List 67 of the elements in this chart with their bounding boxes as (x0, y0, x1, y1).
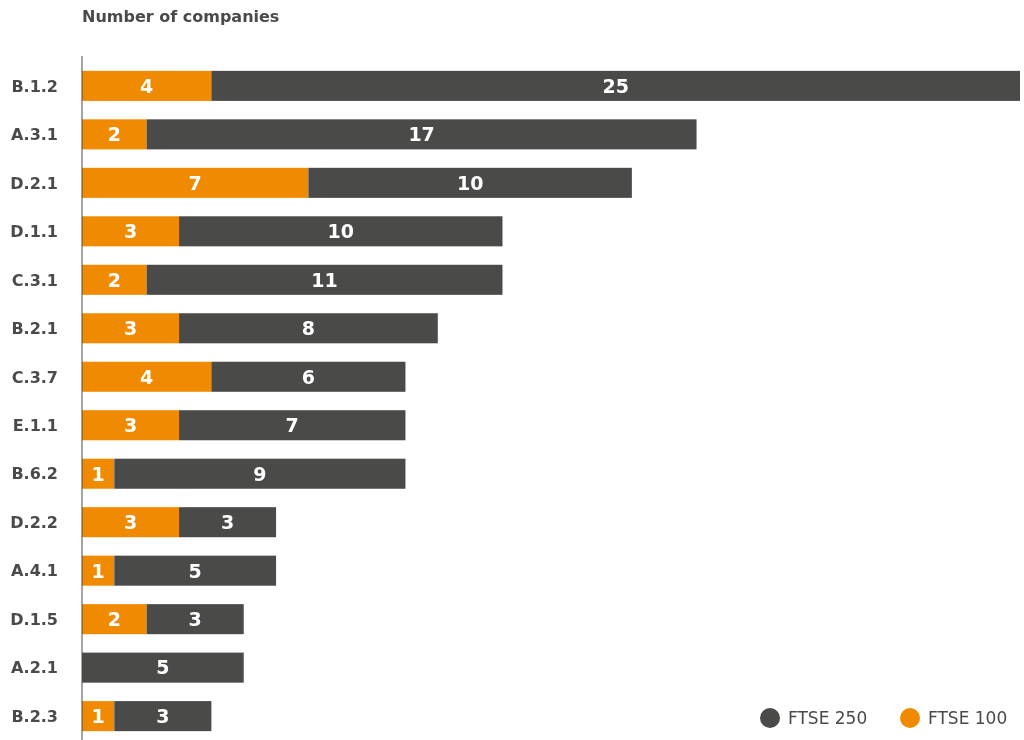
data-label: 7 (285, 414, 299, 437)
bar (211, 70, 1020, 101)
bar (179, 216, 503, 247)
bar (82, 264, 147, 295)
y-tick-label: C.3.7 (11, 367, 58, 387)
y-tick-label: B.2.3 (11, 706, 58, 726)
bar (82, 361, 212, 392)
data-label: 8 (301, 317, 316, 340)
data-label: 9 (253, 462, 267, 485)
data-label: 1 (91, 559, 105, 582)
data-label: 3 (188, 608, 202, 630)
bar (114, 701, 212, 732)
bar (82, 507, 180, 538)
bar (82, 167, 309, 198)
bar (114, 458, 406, 489)
data-label: 10 (456, 171, 484, 194)
legend-label: FTSE 100 (928, 708, 1008, 729)
bar (82, 119, 147, 150)
bar (308, 167, 632, 198)
data-label: 2 (107, 268, 121, 291)
bar (211, 361, 406, 392)
bar (82, 216, 180, 247)
bar (146, 119, 697, 150)
data-label: 4 (140, 365, 154, 388)
data-label: 7 (188, 171, 202, 194)
y-tick-label: D.2.2 (10, 512, 58, 532)
data-label: 2 (107, 123, 121, 146)
bar (82, 313, 180, 344)
bar (114, 555, 277, 586)
data-label: 3 (123, 414, 138, 437)
bar (146, 264, 503, 295)
y-tick-label: D.2.1 (10, 173, 58, 193)
bar (179, 507, 277, 538)
data-label: 6 (301, 365, 316, 388)
data-label: 3 (123, 317, 138, 340)
y-tick-label: B.2.1 (11, 319, 58, 339)
bar (82, 410, 180, 441)
data-label: 2 (107, 608, 121, 630)
data-label: 3 (123, 220, 138, 243)
bar (179, 410, 406, 441)
data-label: 3 (156, 704, 170, 727)
y-tick-label: D.1.5 (10, 609, 58, 629)
chart-title: Number of companies (82, 7, 280, 26)
data-label: 5 (156, 656, 170, 679)
data-label: 11 (311, 268, 338, 291)
y-tick-label: B.1.2 (11, 76, 58, 96)
data-label: 3 (220, 511, 235, 534)
y-tick-label: B.6.2 (11, 464, 58, 484)
data-label: 17 (408, 123, 435, 146)
bar (179, 313, 438, 344)
bar (82, 70, 212, 101)
data-label: 1 (91, 462, 105, 485)
data-label: 5 (188, 559, 202, 582)
y-tick-label: E.1.1 (12, 416, 58, 435)
y-tick-label: A.3.1 (10, 125, 58, 145)
y-tick-label: C.3.1 (11, 270, 58, 290)
bar (146, 604, 244, 635)
y-tick-label: D.1.1 (10, 222, 58, 242)
data-label: 1 (91, 704, 105, 727)
data-label: 10 (327, 220, 354, 243)
data-label: 25 (602, 74, 629, 97)
data-label: 4 (140, 74, 154, 97)
y-tick-label: A.2.1 (10, 658, 58, 678)
legend-label: FTSE 250 (788, 708, 868, 729)
y-tick-label: A.4.1 (10, 561, 58, 581)
bar (82, 604, 147, 635)
data-label: 3 (123, 511, 138, 534)
